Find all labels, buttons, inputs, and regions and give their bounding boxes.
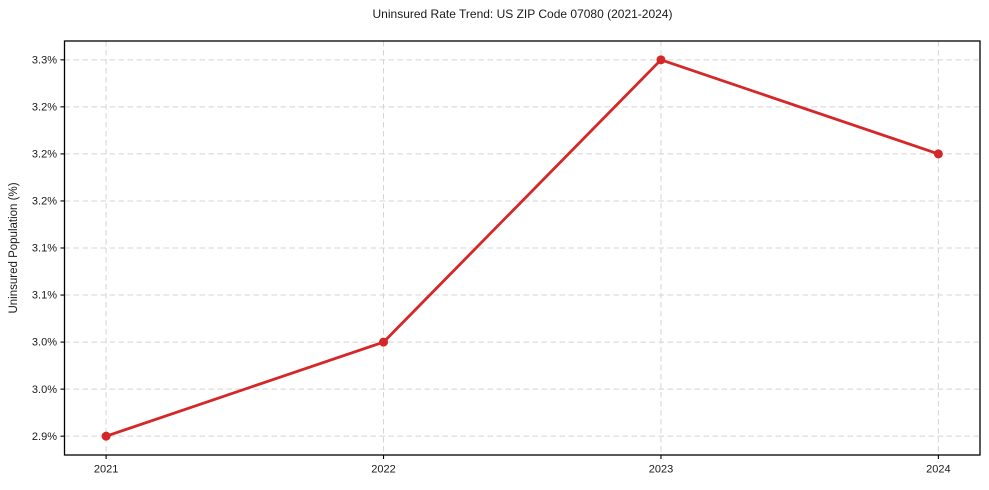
y-tick-label: 3.2% xyxy=(32,101,57,113)
y-tick-label: 2.9% xyxy=(32,431,57,443)
x-tick-label: 2024 xyxy=(926,464,950,476)
y-tick-label: 3.3% xyxy=(32,54,57,66)
chart-title: Uninsured Rate Trend: US ZIP Code 07080 … xyxy=(372,7,673,21)
y-tick-label: 3.0% xyxy=(32,337,57,349)
data-point-marker xyxy=(101,431,111,441)
y-tick-label: 3.2% xyxy=(32,196,57,208)
y-tick-label: 3.2% xyxy=(32,149,57,161)
x-tick-label: 2023 xyxy=(649,464,673,476)
y-tick-label: 3.0% xyxy=(32,384,57,396)
data-point-marker xyxy=(656,55,666,65)
y-tick-label: 3.1% xyxy=(32,243,57,255)
data-point-marker xyxy=(933,149,943,159)
x-tick-label: 2022 xyxy=(371,464,395,476)
y-axis-label: Uninsured Population (%) xyxy=(8,182,20,314)
trend-line xyxy=(104,58,940,438)
data-point-marker xyxy=(379,337,389,347)
y-tick-label: 3.1% xyxy=(32,290,57,302)
x-tick-label: 2021 xyxy=(94,464,118,476)
